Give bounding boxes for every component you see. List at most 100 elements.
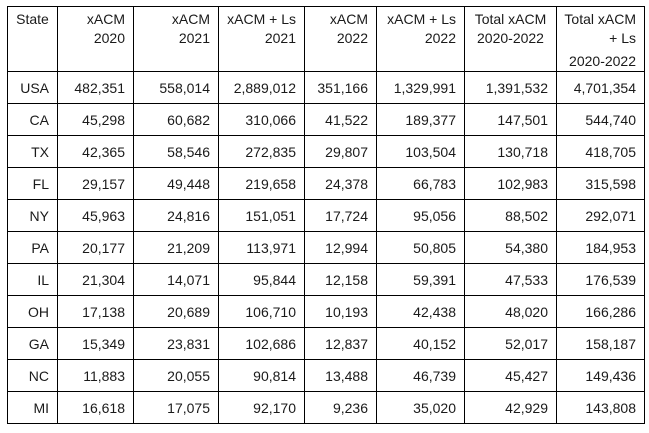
col-header-state: State bbox=[7, 6, 58, 72]
value-cell: 42,929 bbox=[464, 391, 557, 424]
col-header-year: 2022 bbox=[336, 30, 368, 46]
state-cell: MI bbox=[7, 391, 58, 424]
value-cell: 90,814 bbox=[218, 359, 305, 392]
state-cell: IL bbox=[7, 263, 58, 296]
value-cell: 20,055 bbox=[133, 359, 219, 392]
value-cell: 482,351 bbox=[57, 71, 134, 104]
col-header-label: xACM bbox=[86, 11, 125, 27]
value-cell: 16,618 bbox=[57, 391, 134, 424]
value-cell: 17,075 bbox=[133, 391, 219, 424]
col-header-label: xACM bbox=[329, 11, 368, 27]
value-cell: 176,539 bbox=[556, 263, 645, 296]
col-header-label: xACM + Ls bbox=[227, 11, 296, 27]
col-header-xacm-ls-2021: xACM + Ls 2021 bbox=[218, 6, 305, 72]
value-cell: 102,686 bbox=[218, 327, 305, 360]
state-cell: GA bbox=[7, 327, 58, 360]
value-cell: 48,020 bbox=[464, 295, 557, 328]
value-cell: 147,501 bbox=[464, 103, 557, 136]
value-cell: 24,816 bbox=[133, 199, 219, 232]
value-cell: 58,546 bbox=[133, 135, 219, 168]
value-cell: 45,298 bbox=[57, 103, 134, 136]
value-cell: 151,051 bbox=[218, 199, 305, 232]
state-cell: OH bbox=[7, 295, 58, 328]
value-cell: 10,193 bbox=[304, 295, 377, 328]
col-header-label: Total xACM bbox=[564, 11, 636, 27]
value-cell: 41,522 bbox=[304, 103, 377, 136]
value-cell: 29,157 bbox=[57, 167, 134, 200]
value-cell: 66,783 bbox=[376, 167, 465, 200]
value-cell: 35,020 bbox=[376, 391, 465, 424]
state-cell: FL bbox=[7, 167, 58, 200]
value-cell: 23,831 bbox=[133, 327, 219, 360]
state-cell: TX bbox=[7, 135, 58, 168]
col-header-total-xacm-ls: Total xACM + Ls 2020-2022 bbox=[556, 6, 645, 72]
value-cell: 52,017 bbox=[464, 327, 557, 360]
value-cell: 88,502 bbox=[464, 199, 557, 232]
value-cell: 9,236 bbox=[304, 391, 377, 424]
value-cell: 103,504 bbox=[376, 135, 465, 168]
value-cell: 17,138 bbox=[57, 295, 134, 328]
value-cell: 166,286 bbox=[556, 295, 645, 328]
col-header-label: State bbox=[16, 11, 49, 27]
value-cell: 12,994 bbox=[304, 231, 377, 264]
table-row-ga: GA 15,349 23,831 102,686 12,837 40,152 5… bbox=[7, 327, 645, 360]
value-cell: 292,071 bbox=[556, 199, 645, 232]
value-cell: 46,739 bbox=[376, 359, 465, 392]
value-cell: 143,808 bbox=[556, 391, 645, 424]
value-cell: 219,658 bbox=[218, 167, 305, 200]
value-cell: 29,807 bbox=[304, 135, 377, 168]
col-header-year: 2021 bbox=[264, 30, 296, 46]
value-cell: 17,724 bbox=[304, 199, 377, 232]
state-xacm-table: State xACM 2020 xACM 2021 xACM + Ls 2021… bbox=[7, 6, 645, 424]
value-cell: 130,718 bbox=[464, 135, 557, 168]
col-header-label: + Ls bbox=[609, 30, 636, 46]
col-header-xacm-2021: xACM 2021 bbox=[133, 6, 219, 72]
col-header-year: 2020-2022 bbox=[477, 30, 544, 46]
value-cell: 20,689 bbox=[133, 295, 219, 328]
col-header-xacm-ls-2022: xACM + Ls 2022 bbox=[376, 6, 465, 72]
value-cell: 15,349 bbox=[57, 327, 134, 360]
value-cell: 60,682 bbox=[133, 103, 219, 136]
col-header-year: 2020-2022 bbox=[569, 53, 636, 69]
value-cell: 12,158 bbox=[304, 263, 377, 296]
value-cell: 4,701,354 bbox=[556, 71, 645, 104]
col-header-xacm-2022: xACM 2022 bbox=[304, 6, 377, 72]
table-row-oh: OH 17,138 20,689 106,710 10,193 42,438 4… bbox=[7, 295, 645, 328]
value-cell: 11,883 bbox=[57, 359, 134, 392]
value-cell: 2,889,012 bbox=[218, 71, 305, 104]
value-cell: 92,170 bbox=[218, 391, 305, 424]
value-cell: 149,436 bbox=[556, 359, 645, 392]
value-cell: 12,837 bbox=[304, 327, 377, 360]
value-cell: 45,427 bbox=[464, 359, 557, 392]
table-row-ca: CA 45,298 60,682 310,066 41,522 189,377 … bbox=[7, 103, 645, 136]
table-row-usa: USA 482,351 558,014 2,889,012 351,166 1,… bbox=[7, 71, 645, 104]
value-cell: 106,710 bbox=[218, 295, 305, 328]
value-cell: 42,438 bbox=[376, 295, 465, 328]
value-cell: 14,071 bbox=[133, 263, 219, 296]
value-cell: 40,152 bbox=[376, 327, 465, 360]
value-cell: 189,377 bbox=[376, 103, 465, 136]
col-header-year: 2020 bbox=[93, 30, 125, 46]
table-row-tx: TX 42,365 58,546 272,835 29,807 103,504 … bbox=[7, 135, 645, 168]
state-cell: NY bbox=[7, 199, 58, 232]
table-row-fl: FL 29,157 49,448 219,658 24,378 66,783 1… bbox=[7, 167, 645, 200]
value-cell: 20,177 bbox=[57, 231, 134, 264]
table-row-il: IL 21,304 14,071 95,844 12,158 59,391 47… bbox=[7, 263, 645, 296]
value-cell: 315,598 bbox=[556, 167, 645, 200]
value-cell: 24,378 bbox=[304, 167, 377, 200]
value-cell: 310,066 bbox=[218, 103, 305, 136]
value-cell: 13,488 bbox=[304, 359, 377, 392]
col-header-label: Total xACM bbox=[474, 11, 547, 27]
value-cell: 42,365 bbox=[57, 135, 134, 168]
value-cell: 113,971 bbox=[218, 231, 305, 264]
value-cell: 184,953 bbox=[556, 231, 645, 264]
col-header-label: xACM bbox=[171, 11, 210, 27]
value-cell: 21,304 bbox=[57, 263, 134, 296]
state-cell: PA bbox=[7, 231, 58, 264]
state-cell: NC bbox=[7, 359, 58, 392]
value-cell: 158,187 bbox=[556, 327, 645, 360]
value-cell: 351,166 bbox=[304, 71, 377, 104]
value-cell: 45,963 bbox=[57, 199, 134, 232]
value-cell: 49,448 bbox=[133, 167, 219, 200]
